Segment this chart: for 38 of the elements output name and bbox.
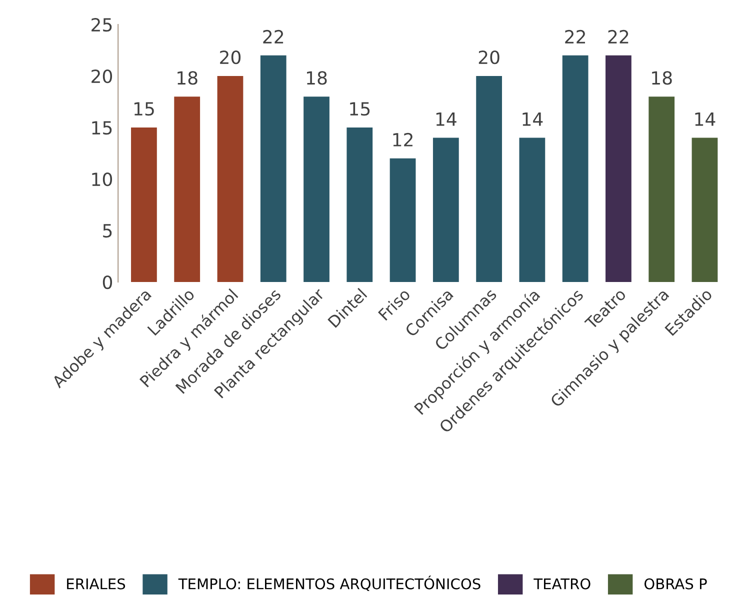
legend-label: TEATRO bbox=[534, 578, 590, 590]
bar bbox=[304, 96, 330, 282]
bar bbox=[432, 138, 459, 282]
data-label: 22 bbox=[565, 30, 586, 44]
bar bbox=[131, 128, 157, 282]
y-tick-label: 25 bbox=[92, 18, 112, 32]
data-label: 20 bbox=[220, 50, 241, 64]
legend-label: TEMPLO: ELEMENTOS ARQUITECTÓNICOS bbox=[178, 576, 480, 592]
data-label: 14 bbox=[522, 112, 543, 126]
bar bbox=[476, 76, 502, 282]
y-tick-label: 20 bbox=[92, 69, 112, 84]
bar bbox=[260, 55, 286, 282]
y-tick-label: 5 bbox=[103, 224, 112, 238]
y-tick-label: 10 bbox=[92, 172, 112, 186]
data-label: 22 bbox=[263, 30, 284, 44]
bar bbox=[692, 138, 718, 282]
data-label: 15 bbox=[350, 102, 370, 116]
data-label: 18 bbox=[652, 71, 672, 85]
bar bbox=[606, 55, 632, 282]
y-tick-label: 15 bbox=[92, 121, 112, 135]
bar bbox=[174, 96, 200, 282]
legend-label: OBRAS P bbox=[644, 578, 707, 590]
bar bbox=[562, 55, 588, 282]
bar bbox=[519, 138, 546, 282]
bar bbox=[390, 158, 416, 282]
data-label: 22 bbox=[608, 30, 628, 44]
data-label: 12 bbox=[393, 132, 412, 146]
bar bbox=[648, 96, 675, 282]
y-tick-label: 0 bbox=[102, 275, 112, 290]
data-label: 14 bbox=[695, 112, 716, 126]
data-label: 15 bbox=[134, 102, 154, 116]
data-label: 14 bbox=[436, 112, 456, 126]
data-label: 18 bbox=[178, 71, 198, 85]
bar bbox=[346, 128, 373, 282]
data-label: 18 bbox=[307, 71, 327, 85]
legend-label: ERIALES bbox=[67, 578, 126, 590]
data-label: 20 bbox=[478, 50, 500, 64]
bar bbox=[217, 76, 244, 282]
